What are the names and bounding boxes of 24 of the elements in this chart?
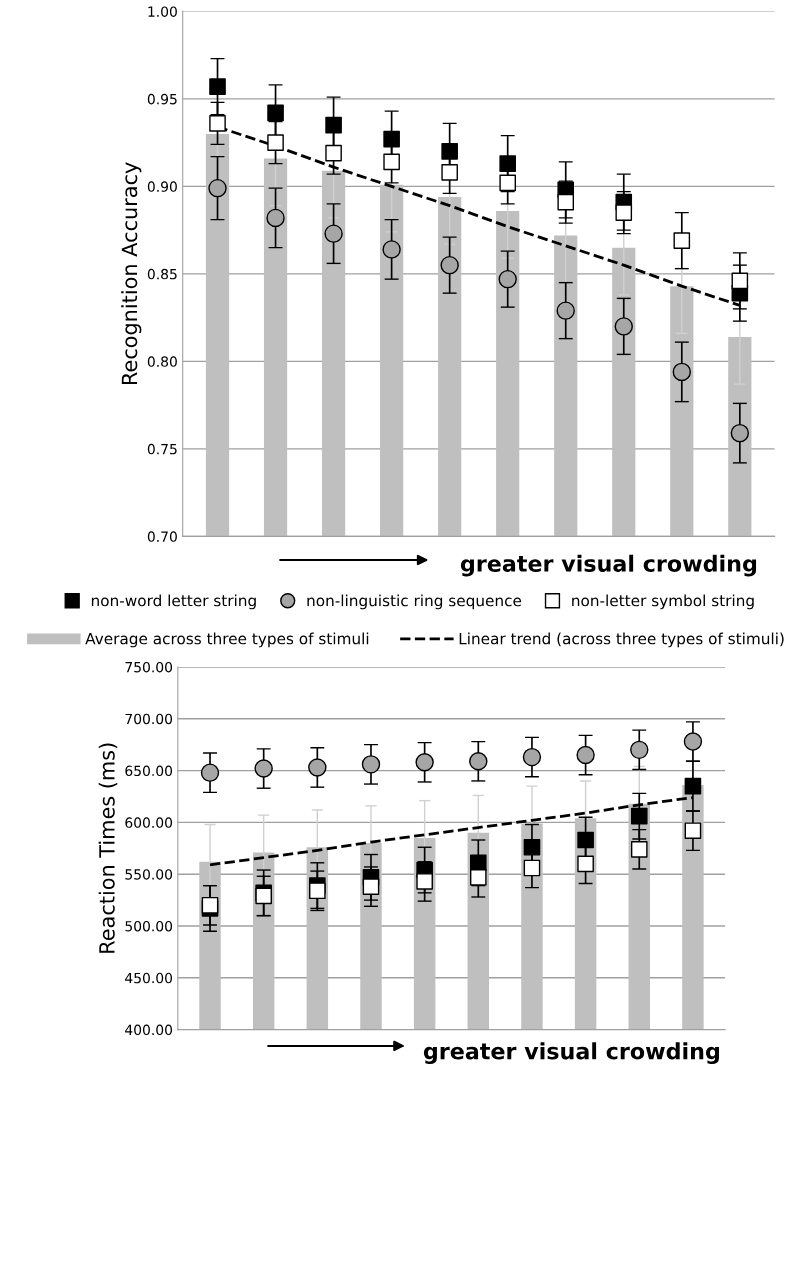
legend-label: non-letter symbol string <box>572 594 754 610</box>
x-axis-title: greater visual crowding <box>423 1042 720 1064</box>
y-axis-title: Reaction Times (ms) <box>98 743 118 953</box>
y-tick-label: 0.95 <box>147 93 177 105</box>
y-tick-label: 700.00 <box>125 713 173 725</box>
legend-label: Linear trend (across three types of stimuli) <box>459 632 784 648</box>
y-tick-label: 400.00 <box>125 1024 173 1036</box>
y-tick-label: 1.00 <box>148 6 177 17</box>
y-tick-label: 0.85 <box>147 268 177 280</box>
y-tick-label: 550.00 <box>125 869 173 880</box>
y-axis-title: Recognition Accuracy <box>121 162 142 385</box>
y-tick-label: 650.00 <box>125 765 173 777</box>
y-tick-label: 500.00 <box>125 920 173 932</box>
x-axis-title: greater visual crowding <box>460 554 757 577</box>
y-tick-label: 0.75 <box>147 443 177 455</box>
y-tick-label: 750.00 <box>125 661 173 673</box>
y-tick-label: 0.70 <box>147 531 177 542</box>
y-tick-label: 450.00 <box>125 972 173 984</box>
y-tick-label: 0.80 <box>147 356 177 367</box>
y-tick-label: 0.90 <box>147 181 177 192</box>
legend-label: non-word letter string <box>91 594 256 610</box>
legend-label: non-linguistic ring sequence <box>307 594 522 610</box>
legend-label: Average across three types of stimuli <box>85 632 369 648</box>
y-tick-label: 600.00 <box>125 817 173 828</box>
